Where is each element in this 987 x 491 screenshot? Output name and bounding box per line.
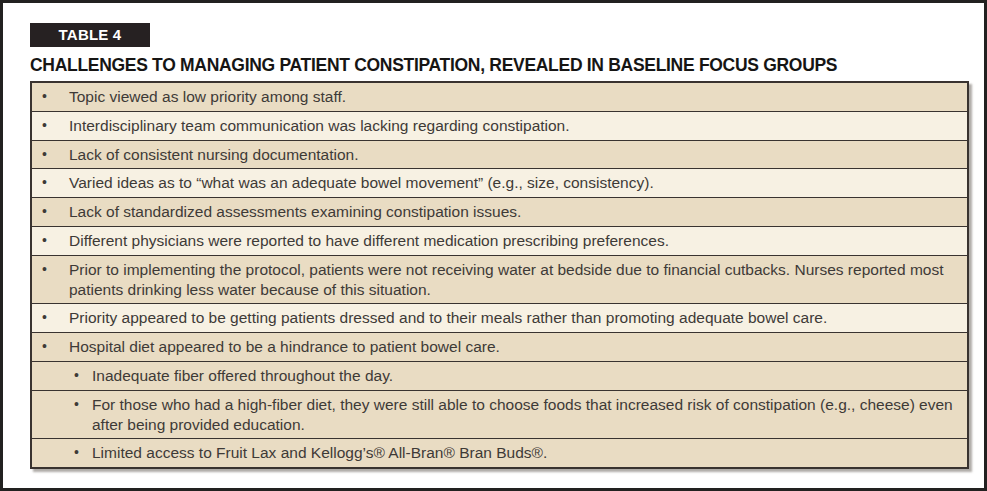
bullet-icon: • xyxy=(74,395,92,415)
row-text: Lack of consistent nursing documentation… xyxy=(69,145,953,165)
bullet-icon: • xyxy=(40,308,69,328)
challenges-table: • Topic viewed as low priority among sta… xyxy=(30,81,969,469)
table-number-tag: TABLE 4 xyxy=(30,23,150,47)
row-text: Inadequate fiber offered throughout the … xyxy=(92,366,953,386)
bullet-icon: • xyxy=(40,173,69,193)
table-row: • Lack of consistent nursing documentati… xyxy=(32,140,967,169)
table-subrow: • Inadequate fiber offered throughout th… xyxy=(32,361,967,390)
bullet-icon: • xyxy=(74,443,92,463)
bullet-icon: • xyxy=(40,87,69,107)
table-row: • Topic viewed as low priority among sta… xyxy=(32,83,967,111)
row-text: For those who had a high-fiber diet, the… xyxy=(92,395,953,435)
bullet-icon: • xyxy=(40,116,69,136)
table-row: • Interdisciplinary team communication w… xyxy=(32,111,967,140)
table-subrow: • Limited access to Fruit Lax and Kellog… xyxy=(32,438,967,467)
table-row: • Lack of standardized assessments exami… xyxy=(32,197,967,226)
table-row: • Varied ideas as to “what was an adequa… xyxy=(32,168,967,197)
page: TABLE 4 CHALLENGES TO MANAGING PATIENT C… xyxy=(0,0,987,491)
row-text: Varied ideas as to “what was an adequate… xyxy=(69,173,953,193)
table-row: • Prior to implementing the protocol, pa… xyxy=(32,255,967,304)
row-text: Prior to implementing the protocol, pati… xyxy=(69,260,953,300)
bullet-icon: • xyxy=(40,145,69,165)
bullet-icon: • xyxy=(40,231,69,251)
row-text: Priority appeared to be getting patients… xyxy=(69,308,953,328)
bullet-icon: • xyxy=(74,366,92,386)
row-text: Topic viewed as low priority among staff… xyxy=(69,87,953,107)
table-row: • Different physicians were reported to … xyxy=(32,226,967,255)
table-subrow: • For those who had a high-fiber diet, t… xyxy=(32,390,967,439)
table-row: • Hospital diet appeared to be a hindran… xyxy=(32,332,967,361)
table-row: • Priority appeared to be getting patien… xyxy=(32,303,967,332)
bullet-icon: • xyxy=(40,337,69,357)
row-text: Lack of standardized assessments examini… xyxy=(69,202,953,222)
row-text: Limited access to Fruit Lax and Kellogg’… xyxy=(92,443,953,463)
table-title: CHALLENGES TO MANAGING PATIENT CONSTIPAT… xyxy=(30,55,970,76)
bullet-icon: • xyxy=(40,260,69,280)
row-text: Different physicians were reported to ha… xyxy=(69,231,953,251)
row-text: Hospital diet appeared to be a hindrance… xyxy=(69,337,953,357)
row-text: Interdisciplinary team communication was… xyxy=(69,116,953,136)
bullet-icon: • xyxy=(40,202,69,222)
